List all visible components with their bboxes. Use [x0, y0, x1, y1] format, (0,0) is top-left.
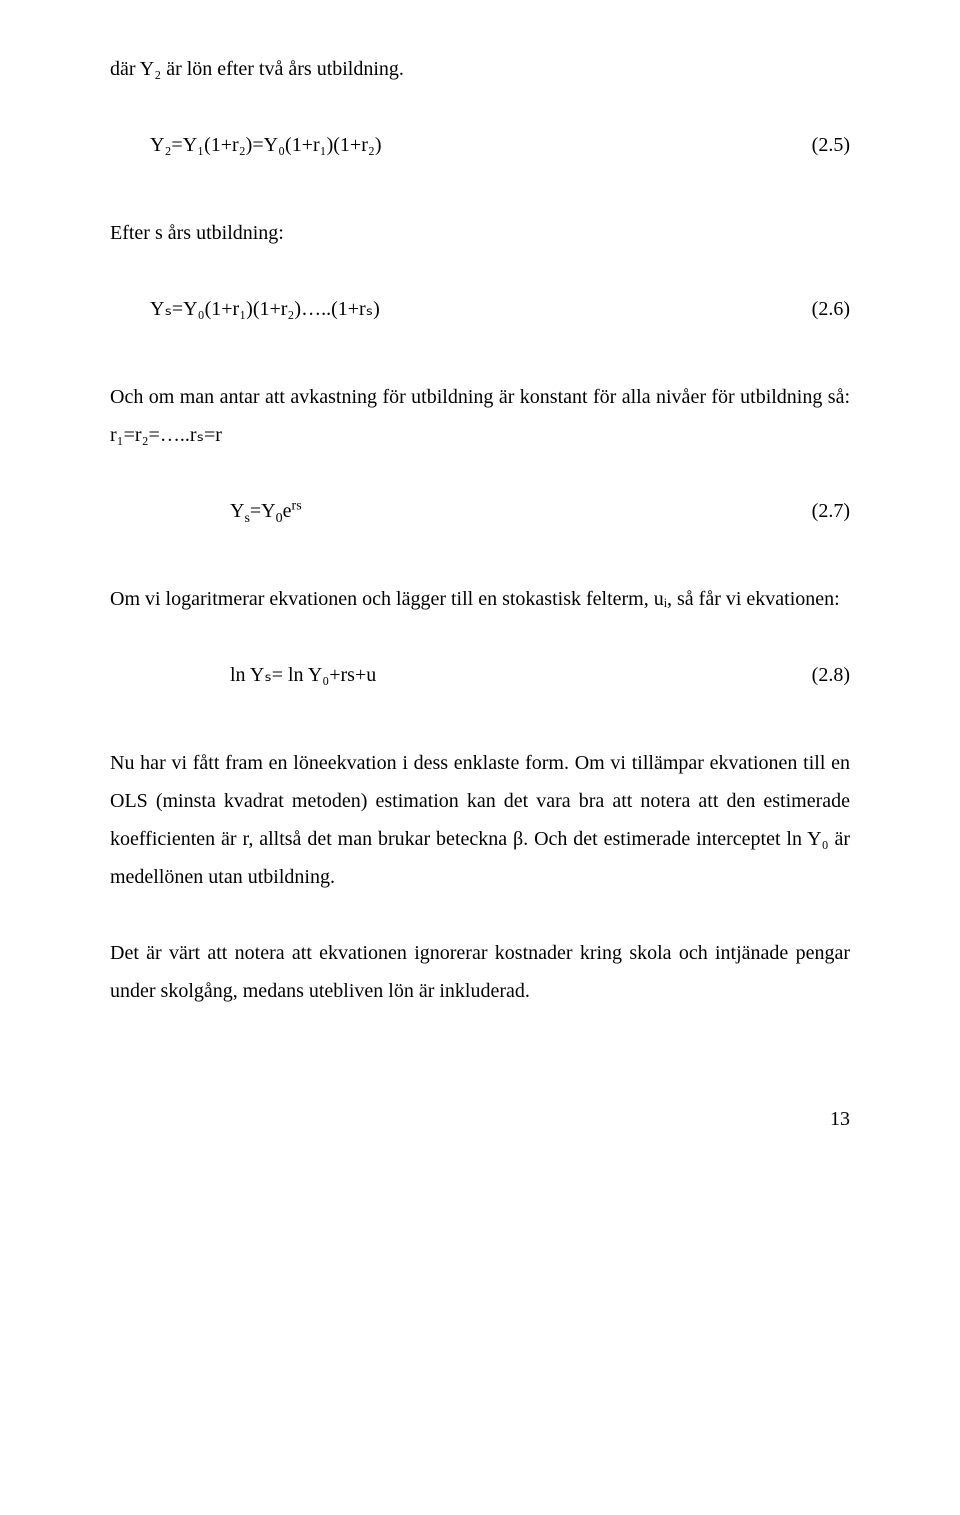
equation-number: (2.8): [792, 656, 850, 694]
equation-body: Ys=Y0ers: [230, 492, 302, 530]
equation-body: Y₂=Y₁(1+r₂)=Y₀(1+r₁)(1+r₂): [150, 126, 382, 164]
equation-2-6: Yₛ=Y₀(1+r₁)(1+r₂)…..(1+rₛ) (2.6): [150, 290, 850, 328]
equation-body: ln Yₛ= ln Y₀+rs+u: [230, 656, 376, 694]
paragraph-intro: där Y₂ är lön efter två års utbildning.: [110, 50, 850, 88]
equation-number: (2.7): [792, 492, 850, 530]
paragraph-ols: Nu har vi fått fram en löneekvation i de…: [110, 744, 850, 896]
equation-2-7: Ys=Y0ers (2.7): [230, 492, 850, 530]
page-number: 13: [110, 1100, 850, 1138]
equation-2-8: ln Yₛ= ln Y₀+rs+u (2.8): [230, 656, 850, 694]
paragraph-log-equation: Om vi logaritmerar ekvationen och lägger…: [110, 580, 850, 618]
equation-number: (2.5): [792, 126, 850, 164]
paragraph-constant-r: Och om man antar att avkastning för utbi…: [110, 378, 850, 454]
equation-number: (2.6): [792, 290, 850, 328]
equation-body: Yₛ=Y₀(1+r₁)(1+r₂)…..(1+rₛ): [150, 290, 380, 328]
paragraph-after-s-years: Efter s års utbildning:: [110, 214, 850, 252]
paragraph-costs-note: Det är värt att notera att ekvationen ig…: [110, 934, 850, 1010]
equation-2-5: Y₂=Y₁(1+r₂)=Y₀(1+r₁)(1+r₂) (2.5): [150, 126, 850, 164]
